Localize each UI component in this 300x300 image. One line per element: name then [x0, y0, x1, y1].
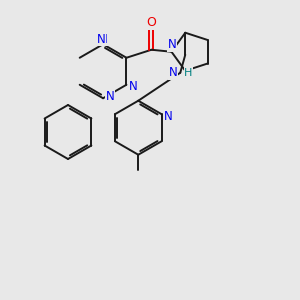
- Text: N: N: [168, 38, 177, 51]
- Text: N: N: [129, 80, 138, 93]
- Text: N: N: [106, 92, 114, 105]
- Text: H: H: [184, 68, 193, 78]
- Text: N: N: [164, 110, 173, 123]
- Text: N: N: [169, 66, 178, 79]
- Text: N: N: [99, 33, 107, 46]
- Text: N: N: [106, 90, 114, 103]
- Text: O: O: [146, 16, 156, 29]
- Text: N: N: [97, 33, 105, 46]
